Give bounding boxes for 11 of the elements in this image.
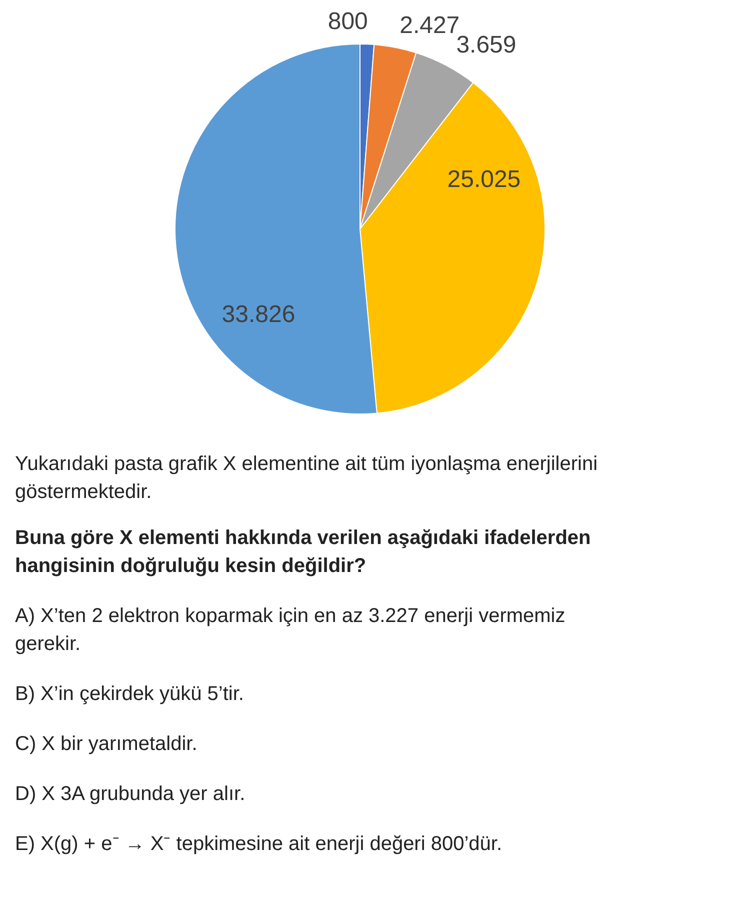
data-label: 3.659 [456,32,516,59]
data-label: 33.826 [222,301,296,328]
text: B) X’in çekirdek yükü 5’tir. [15,683,244,705]
text: Buna göre X elementi hakkında verilen aşağıdaki ifadelerden hangisinin doğruluğu kesin değildir? [15,527,591,577]
text: A) X’ten 2 elektron koparmak için en az 3.227 enerji vermemiz gerekir. [15,605,566,655]
data-label: 25.025 [447,166,521,194]
text: C) X bir yarımetaldir. [15,733,198,755]
text: Yukarıdaki pasta grafik X elementine ait tüm iyonlaşma enerjilerini göstermektedir. [15,453,598,503]
text: E) X(g) + e⁻ → X⁻ tepkimesine ait enerji değeri 800’dür. [15,833,502,855]
data-label: 800 [328,8,368,36]
text: D) X 3A grubunda yer alır. [15,783,246,805]
